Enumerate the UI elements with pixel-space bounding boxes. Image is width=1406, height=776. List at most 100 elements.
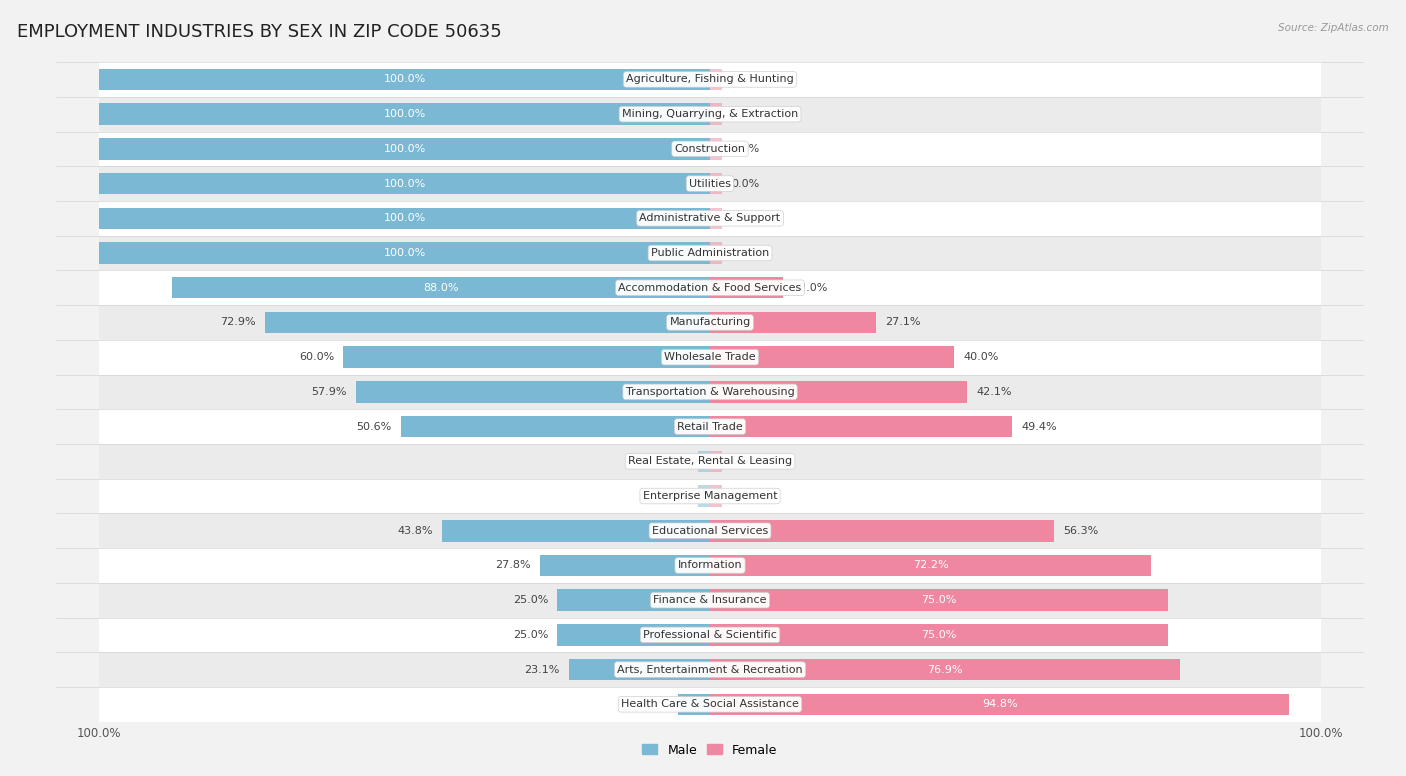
Text: 27.1%: 27.1% [884,317,921,327]
Bar [356,381,710,403]
Text: 27.8%: 27.8% [495,560,531,570]
Legend: Male, Female: Male, Female [637,739,783,761]
Text: 76.9%: 76.9% [927,664,963,674]
Text: 0.0%: 0.0% [731,74,759,85]
Text: 100.0%: 100.0% [384,213,426,223]
Text: Source: ZipAtlas.com: Source: ZipAtlas.com [1278,23,1389,33]
Bar [98,409,1322,444]
Text: Construction: Construction [675,144,745,154]
Text: 50.6%: 50.6% [357,421,392,431]
Bar [710,381,967,403]
Bar [710,520,1054,542]
Text: 72.9%: 72.9% [219,317,256,327]
Bar [98,68,710,90]
Text: 100.0%: 100.0% [384,248,426,258]
Bar [710,485,723,507]
Bar [98,653,1322,687]
Text: Professional & Scientific: Professional & Scientific [643,630,778,640]
Bar [98,97,1322,131]
Bar [98,173,710,194]
Bar [710,590,1168,611]
Bar [540,555,710,577]
Bar [710,207,723,229]
Text: 25.0%: 25.0% [513,595,548,605]
Text: Enterprise Management: Enterprise Management [643,491,778,501]
Bar [710,138,723,160]
Bar [710,694,1289,715]
Text: 0.0%: 0.0% [731,456,759,466]
Bar [98,138,710,160]
Bar [710,312,876,333]
Bar [401,416,710,438]
Text: Utilities: Utilities [689,178,731,189]
Bar [98,479,1322,514]
Text: 0.0%: 0.0% [731,491,759,501]
Text: 60.0%: 60.0% [299,352,335,362]
Bar [98,548,1322,583]
Bar [569,659,710,681]
Text: 0.0%: 0.0% [731,178,759,189]
Text: Information: Information [678,560,742,570]
Bar [343,346,710,368]
Bar [98,583,1322,618]
Bar [98,444,1322,479]
Bar [98,236,1322,270]
Text: 100.0%: 100.0% [384,178,426,189]
Text: 0.0%: 0.0% [731,213,759,223]
Bar [710,173,723,194]
Bar [557,590,710,611]
Text: 100.0%: 100.0% [384,109,426,120]
Text: Arts, Entertainment & Recreation: Arts, Entertainment & Recreation [617,664,803,674]
Bar [557,624,710,646]
Text: Real Estate, Rental & Leasing: Real Estate, Rental & Leasing [628,456,792,466]
Bar [710,416,1012,438]
Text: 75.0%: 75.0% [921,630,957,640]
Text: 25.0%: 25.0% [513,630,548,640]
Bar [710,451,723,472]
Text: 5.2%: 5.2% [641,699,669,709]
Text: 23.1%: 23.1% [524,664,560,674]
Bar [710,103,723,125]
Bar [98,103,710,125]
Text: 12.0%: 12.0% [793,282,828,293]
Text: Mining, Quarrying, & Extraction: Mining, Quarrying, & Extraction [621,109,799,120]
Bar [710,68,723,90]
Bar [98,687,1322,722]
Text: 56.3%: 56.3% [1063,526,1098,535]
Bar [98,514,1322,548]
Bar [710,659,1180,681]
Text: 88.0%: 88.0% [423,282,458,293]
Bar [98,166,1322,201]
Text: 57.9%: 57.9% [312,387,347,397]
Bar [98,618,1322,653]
Bar [98,131,1322,166]
Text: 75.0%: 75.0% [921,595,957,605]
Text: Public Administration: Public Administration [651,248,769,258]
Text: Educational Services: Educational Services [652,526,768,535]
Text: Transportation & Warehousing: Transportation & Warehousing [626,387,794,397]
Text: Retail Trade: Retail Trade [678,421,742,431]
Text: 42.1%: 42.1% [976,387,1012,397]
Bar [697,451,710,472]
Text: Wholesale Trade: Wholesale Trade [664,352,756,362]
Bar [678,694,710,715]
Bar [98,62,1322,97]
Text: 100.0%: 100.0% [384,74,426,85]
Text: Administrative & Support: Administrative & Support [640,213,780,223]
Bar [98,270,1322,305]
Bar [98,375,1322,409]
Bar [98,340,1322,375]
Text: 43.8%: 43.8% [398,526,433,535]
Bar [697,485,710,507]
Text: Manufacturing: Manufacturing [669,317,751,327]
Text: 0.0%: 0.0% [731,144,759,154]
Text: 0.0%: 0.0% [661,456,689,466]
Text: Finance & Insurance: Finance & Insurance [654,595,766,605]
Bar [710,555,1152,577]
Text: 0.0%: 0.0% [731,248,759,258]
Bar [710,624,1168,646]
Bar [710,242,723,264]
Bar [443,520,710,542]
Bar [98,201,1322,236]
Text: 0.0%: 0.0% [731,109,759,120]
